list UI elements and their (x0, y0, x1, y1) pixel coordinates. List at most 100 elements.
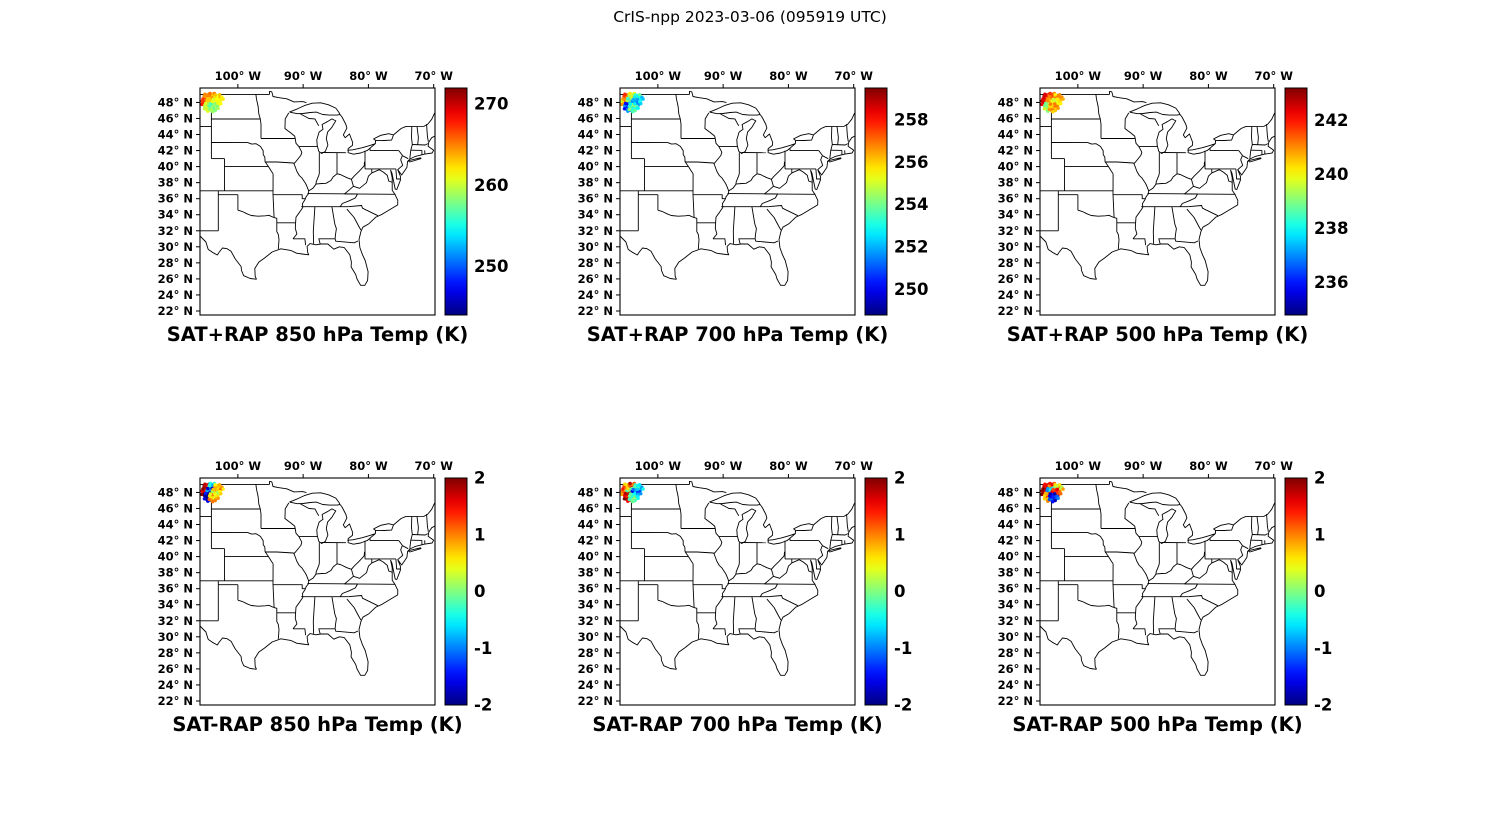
axis-tick-labels: 100° W 90° W 80° W 70° W 48° N 46° N 44° N 42° … (578, 459, 874, 708)
lat-tick-label: 42° N (158, 144, 193, 158)
lon-tick-label: 100° W (635, 459, 682, 473)
lat-tick-label: 42° N (998, 144, 1033, 158)
panel-sat-plus-rap-850: 100° W 90° W 80° W 70° W 48° N 46° N 44° N 42° … (105, 60, 525, 360)
lat-tick-label: 42° N (158, 534, 193, 548)
lat-tick-label: 36° N (998, 582, 1033, 596)
lat-tick-label: 48° N (158, 485, 193, 499)
lat-tick-label: 32° N (578, 224, 613, 238)
figure-title: CrIS-npp 2023-03-06 (095919 UTC) (613, 8, 887, 26)
colorbar-tick-label: 236 (1314, 273, 1348, 292)
map-svg-sat-plus-rap-850: 100° W 90° W 80° W 70° W 48° N 46° N 44° N 42° … (158, 69, 509, 346)
colorbar-tick-label: 242 (1314, 111, 1348, 130)
axis-tick-labels: 100° W 90° W 80° W 70° W 48° N 46° N 44° N 42° … (578, 69, 874, 318)
lat-tick-label: 48° N (578, 485, 613, 499)
colorbar-tick-label: -1 (894, 639, 912, 658)
plot-frame (619, 477, 856, 706)
observation-dots (1040, 91, 1065, 114)
panel-sat-minus-rap-500: 100° W 90° W 80° W 70° W 48° N 46° N 44° N 42° … (945, 450, 1365, 750)
lat-tick-label: 28° N (578, 256, 613, 270)
basemap-outline (620, 480, 855, 676)
panel-sat-plus-rap-700: 100° W 90° W 80° W 70° W 48° N 46° N 44° N 42° … (525, 60, 945, 360)
lat-tick-label: 24° N (158, 678, 193, 692)
lon-tick-label: 90° W (1124, 459, 1163, 473)
panel-caption: SAT+RAP 850 hPa Temp (K) (167, 323, 468, 346)
lat-tick-label: 24° N (998, 288, 1033, 302)
lat-tick-label: 40° N (578, 550, 613, 564)
observation-dots (200, 481, 225, 504)
lon-tick-label: 70° W (1254, 69, 1293, 83)
colorbar-tick-label: 252 (894, 238, 928, 257)
lat-tick-label: 26° N (578, 272, 613, 286)
panel-caption: SAT-RAP 500 hPa Temp (K) (1012, 713, 1302, 736)
lat-tick-label: 46° N (158, 501, 193, 515)
panel-caption: SAT+RAP 500 hPa Temp (K) (1007, 323, 1308, 346)
lat-tick-label: 24° N (578, 678, 613, 692)
lat-tick-label: 36° N (158, 192, 193, 206)
lat-tick-label: 46° N (158, 111, 193, 125)
lon-tick-label: 80° W (1189, 459, 1228, 473)
lat-tick-label: 48° N (158, 95, 193, 109)
plot-frame (199, 87, 436, 316)
colorbar (444, 477, 468, 706)
colorbar-tick-label: 0 (1314, 582, 1325, 601)
colorbar-tick-label: 2 (1314, 469, 1325, 488)
panel-caption: SAT-RAP 850 hPa Temp (K) (172, 713, 462, 736)
map-svg-sat-plus-rap-700: 100° W 90° W 80° W 70° W 48° N 46° N 44° N 42° … (578, 69, 929, 346)
colorbar-tick-label: -2 (474, 696, 492, 715)
lat-tick-label: 44° N (578, 128, 613, 142)
lat-tick-label: 32° N (998, 614, 1033, 628)
axis-tick-labels: 100° W 90° W 80° W 70° W 48° N 46° N 44° N 42° … (998, 69, 1294, 318)
lat-tick-label: 36° N (578, 192, 613, 206)
lat-tick-label: 40° N (578, 160, 613, 174)
lat-tick-label: 42° N (998, 534, 1033, 548)
lat-tick-label: 26° N (158, 272, 193, 286)
panel-sat-minus-rap-700: 100° W 90° W 80° W 70° W 48° N 46° N 44° N 42° … (525, 450, 945, 750)
lat-tick-label: 38° N (998, 566, 1033, 580)
colorbar-tick-label: 270 (474, 95, 508, 114)
map-svg-sat-minus-rap-700: 100° W 90° W 80° W 70° W 48° N 46° N 44° N 42° … (578, 459, 913, 736)
observation-dots (1040, 481, 1065, 504)
colorbar (864, 477, 888, 706)
lat-tick-label: 44° N (158, 518, 193, 532)
lat-tick-label: 36° N (998, 192, 1033, 206)
lat-tick-label: 38° N (578, 176, 613, 190)
lat-tick-label: 30° N (998, 240, 1033, 254)
lat-tick-label: 40° N (998, 160, 1033, 174)
colorbar-tick-label: 238 (1314, 219, 1348, 238)
basemap-outline (200, 480, 435, 676)
basemap-outline (1040, 480, 1275, 676)
colorbar (444, 87, 468, 316)
colorbar-tick-label: 0 (894, 582, 905, 601)
lat-tick-label: 24° N (578, 288, 613, 302)
colorbar-tick-label: -2 (894, 696, 912, 715)
colorbar-tick-label: 256 (894, 153, 928, 172)
lat-tick-label: 32° N (578, 614, 613, 628)
lat-tick-label: 38° N (998, 176, 1033, 190)
colorbar-tick-label: 250 (894, 280, 928, 299)
colorbar-tick-label: 2 (894, 469, 905, 488)
observation-dots (620, 481, 645, 504)
lat-tick-label: 44° N (158, 128, 193, 142)
lat-tick-label: 34° N (158, 598, 193, 612)
lat-tick-label: 46° N (998, 501, 1033, 515)
lat-tick-label: 30° N (158, 240, 193, 254)
lon-tick-label: 90° W (704, 69, 743, 83)
colorbar-tick-label: -1 (1314, 639, 1332, 658)
colorbar-tick-label: 260 (474, 176, 508, 195)
lat-tick-label: 36° N (158, 582, 193, 596)
lat-tick-label: 22° N (578, 304, 613, 318)
map-svg-sat-plus-rap-500: 100° W 90° W 80° W 70° W 48° N 46° N 44° N 42° … (998, 69, 1349, 346)
lon-tick-label: 80° W (349, 459, 388, 473)
lat-tick-label: 48° N (998, 485, 1033, 499)
lon-tick-label: 80° W (769, 459, 808, 473)
lat-tick-label: 34° N (998, 208, 1033, 222)
lat-tick-label: 46° N (578, 501, 613, 515)
colorbar-tick-label: 250 (474, 257, 508, 276)
lat-tick-label: 32° N (158, 614, 193, 628)
lat-tick-label: 28° N (578, 646, 613, 660)
lat-tick-label: 46° N (998, 111, 1033, 125)
lon-tick-label: 90° W (704, 459, 743, 473)
lat-tick-label: 30° N (578, 630, 613, 644)
lat-tick-label: 28° N (998, 256, 1033, 270)
